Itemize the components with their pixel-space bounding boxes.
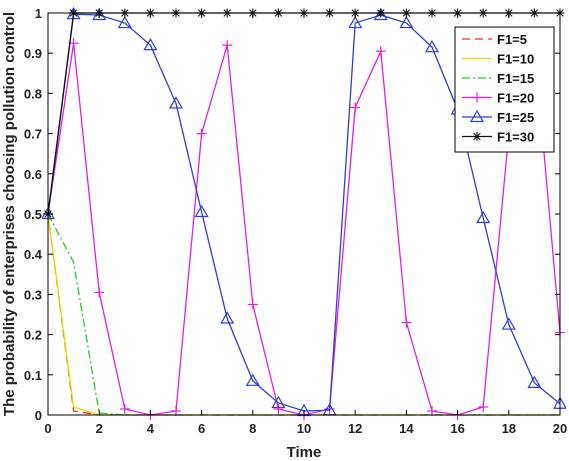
data-point — [196, 128, 207, 139]
data-point — [527, 375, 542, 388]
legend-label: F1=10 — [497, 52, 534, 67]
legend-marker — [472, 132, 482, 141]
y-tick-label: 0.1 — [24, 368, 42, 383]
y-tick-label: 0.6 — [24, 167, 42, 182]
legend-box — [454, 26, 555, 153]
data-point — [350, 102, 361, 113]
y-tick-label: 0.5 — [24, 207, 42, 222]
x-axis-label: Time — [287, 444, 322, 461]
data-point — [168, 96, 184, 109]
series-f1-15 — [47, 213, 560, 416]
legend-marker — [469, 109, 485, 123]
data-point — [476, 210, 491, 224]
legend-entry: F1=5 — [462, 32, 527, 47]
x-tick-label: 18 — [502, 421, 516, 436]
x-tick-label: 16 — [450, 421, 464, 436]
y-tick-label: 0.2 — [24, 328, 42, 343]
y-tick-label: 0.3 — [24, 287, 42, 302]
data-point — [348, 15, 363, 29]
data-point — [143, 37, 158, 51]
data-point — [245, 373, 260, 386]
x-tick-label: 14 — [399, 421, 414, 436]
x-tick-label: 6 — [198, 421, 205, 436]
data-point — [373, 7, 388, 21]
data-point — [401, 317, 412, 328]
data-point — [399, 15, 414, 29]
legend-label: F1=20 — [497, 91, 534, 106]
data-point — [119, 403, 130, 414]
legend-label: F1=30 — [497, 130, 534, 145]
x-tick-label: 12 — [348, 421, 362, 436]
series-line — [47, 213, 560, 416]
data-point — [117, 15, 132, 29]
y-tick-label: 0.4 — [24, 247, 43, 262]
y-tick-label: 0.9 — [24, 46, 42, 61]
x-tick-label: 0 — [44, 421, 51, 436]
legend-label: F1=5 — [497, 32, 527, 47]
x-tick-label: 8 — [249, 421, 256, 436]
x-tick-label: 20 — [553, 421, 567, 436]
legend-marker — [472, 92, 482, 103]
legend-entry: F1=10 — [462, 52, 534, 67]
legend-entry: F1=25 — [462, 109, 534, 125]
data-point — [247, 299, 258, 310]
data-point — [501, 317, 516, 330]
legend-label: F1=25 — [497, 110, 534, 125]
data-point — [220, 311, 235, 324]
x-tick-label: 4 — [147, 421, 155, 436]
data-point — [92, 7, 107, 21]
y-tick-label: 0.7 — [24, 127, 42, 142]
data-point — [271, 395, 286, 409]
ticks-layer: 0 2 4 6 8 10 12 14 16 18 20 0 0.1 0.2 0.3 0.4 0.5 0.6 0.7 0… — [24, 6, 567, 436]
data-point — [478, 401, 489, 412]
series-f1-5 — [47, 213, 560, 416]
y-tick-label: 1 — [35, 6, 42, 21]
data-point — [424, 39, 440, 53]
data-point — [171, 405, 181, 416]
data-point — [222, 40, 233, 51]
x-tick-label: 2 — [96, 421, 103, 436]
data-point — [375, 46, 386, 57]
data-point — [94, 287, 105, 298]
y-axis-label: The probability of enterprises choosing … — [1, 12, 18, 416]
y-tick-label: 0 — [35, 408, 42, 423]
series-line — [47, 213, 560, 416]
data-point — [194, 204, 209, 218]
legend-label: F1=15 — [497, 71, 534, 86]
data-point — [273, 403, 284, 414]
legend: F1=5 F1=10 F1=15 F1=20 F1=25 F1=30 — [454, 26, 555, 153]
legend-entry: F1=20 — [462, 91, 534, 106]
series-f1-10 — [47, 213, 560, 416]
y-tick-label: 0.8 — [24, 86, 42, 101]
legend-entry: F1=15 — [462, 71, 534, 86]
x-tick-label: 10 — [297, 421, 311, 436]
data-point — [427, 405, 437, 416]
legend-entry: F1=30 — [462, 130, 534, 145]
series-line — [47, 213, 560, 416]
